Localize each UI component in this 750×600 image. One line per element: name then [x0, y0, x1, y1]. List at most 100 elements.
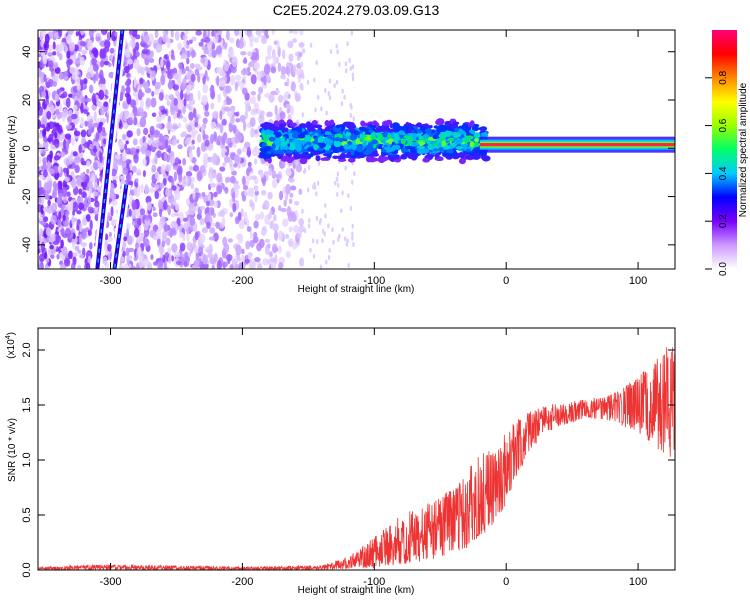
noise-speckle — [234, 81, 238, 92]
noise-speckle — [41, 90, 47, 98]
noise-speckle — [241, 248, 245, 255]
noise-speckle — [60, 239, 64, 249]
noise-speckle — [126, 72, 131, 78]
noise-speckle — [250, 96, 256, 105]
noise-speckle — [38, 53, 41, 58]
band-blob — [412, 142, 418, 147]
noise-speckle — [192, 107, 197, 119]
noise-speckle — [159, 182, 165, 189]
noise-speckle — [147, 150, 152, 157]
noise-speckle — [270, 258, 277, 263]
noise-speckle — [245, 103, 251, 112]
colorbar-gradient — [712, 30, 737, 269]
noise-speckle — [145, 97, 152, 108]
noise-speckle — [221, 147, 228, 153]
noise-speckle — [146, 201, 152, 211]
noise-speckle — [349, 65, 353, 71]
noise-speckle — [199, 72, 205, 78]
noise-speckle — [42, 162, 48, 172]
noise-speckle — [183, 260, 188, 268]
noise-speckle — [85, 97, 92, 103]
noise-speckle — [160, 164, 166, 176]
noise-speckle — [132, 138, 138, 146]
noise-speckle — [208, 199, 215, 207]
noise-speckle — [195, 30, 202, 36]
noise-speckle — [332, 239, 335, 245]
noise-speckle — [311, 238, 315, 244]
noise-speckle — [62, 214, 66, 221]
noise-speckle — [294, 201, 300, 206]
noise-speckle — [167, 247, 172, 254]
noise-speckle — [121, 151, 127, 162]
band-blob — [278, 123, 285, 130]
noise-speckle — [151, 112, 157, 118]
noise-speckle — [250, 175, 257, 180]
noise-speckle — [165, 60, 171, 71]
noise-speckle — [352, 116, 355, 122]
noise-speckle — [88, 187, 92, 197]
noise-speckle — [52, 187, 58, 199]
noise-speckle — [304, 228, 307, 234]
band-blob — [322, 138, 332, 144]
noise-speckle — [185, 66, 190, 72]
noise-speckle — [352, 241, 355, 247]
noise-speckle — [335, 43, 338, 49]
noise-speckle — [238, 262, 243, 269]
noise-speckle — [185, 228, 190, 235]
noise-speckle — [178, 174, 183, 183]
band-blob — [386, 128, 396, 133]
noise-speckle — [45, 122, 51, 132]
noise-speckle — [295, 68, 302, 76]
band-blob — [333, 140, 342, 148]
noise-speckle — [229, 197, 234, 208]
noise-speckle — [173, 171, 177, 182]
noise-speckle — [86, 169, 90, 174]
noise-speckle — [202, 158, 209, 164]
noise-speckle — [62, 167, 68, 174]
noise-speckle — [95, 70, 99, 82]
noise-speckle — [170, 255, 175, 262]
noise-speckle — [284, 192, 289, 201]
noise-speckle — [139, 208, 146, 216]
noise-speckle — [158, 111, 162, 118]
noise-speckle — [65, 158, 70, 167]
band-blob — [360, 120, 366, 127]
spectrogram-x-axis: -300 -200 -100 0 100 — [100, 30, 647, 287]
band-blob — [326, 152, 332, 159]
band-blob — [274, 137, 283, 143]
band-blob — [443, 145, 451, 150]
noise-speckle — [124, 123, 128, 129]
noise-speckle — [325, 110, 328, 116]
noise-speckle — [351, 72, 355, 78]
spectrogram-x-tick-label: 100 — [629, 275, 647, 287]
noise-speckle — [83, 77, 88, 84]
noise-speckle — [229, 37, 235, 44]
band-blob — [398, 131, 408, 136]
noise-speckle — [250, 74, 257, 85]
noise-speckle — [170, 30, 174, 38]
noise-speckle — [57, 180, 63, 186]
band-blob — [446, 122, 454, 128]
noise-speckle — [246, 30, 252, 38]
noise-speckle — [219, 123, 224, 134]
noise-speckle — [209, 86, 215, 93]
noise-speckle — [82, 191, 87, 198]
noise-speckle — [202, 30, 207, 41]
noise-speckle — [79, 253, 85, 259]
noise-speckle — [104, 247, 109, 256]
band-blob — [317, 147, 325, 152]
noise-speckle — [327, 91, 330, 97]
noise-speckle — [158, 91, 164, 101]
noise-speckle — [131, 38, 136, 49]
noise-speckle — [44, 33, 50, 45]
noise-speckle — [49, 67, 55, 72]
noise-speckle — [296, 56, 301, 61]
noise-speckle — [340, 101, 344, 107]
noise-speckle — [60, 151, 66, 158]
noise-speckle — [189, 62, 195, 69]
noise-speckle — [91, 57, 97, 66]
noise-speckle — [123, 65, 130, 74]
noise-speckle — [212, 152, 218, 163]
noise-speckle — [341, 190, 344, 196]
